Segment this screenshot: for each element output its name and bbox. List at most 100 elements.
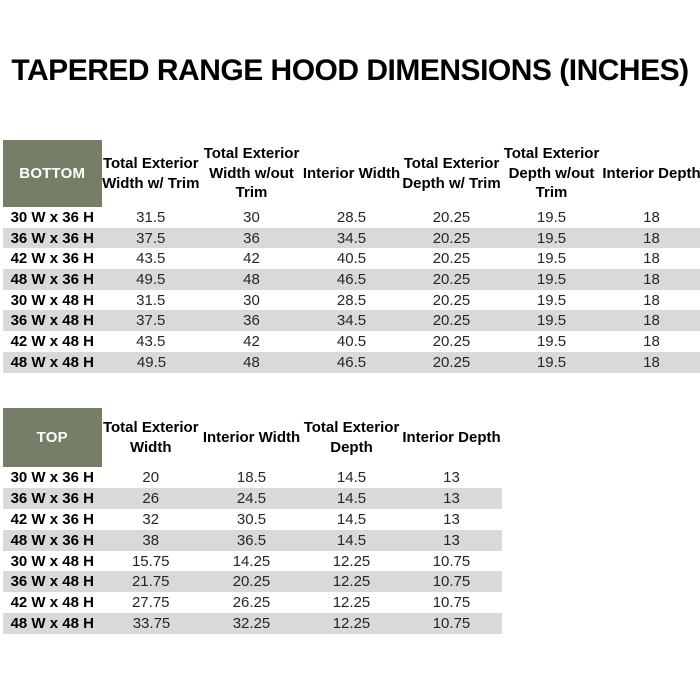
cell-total-exterior-depth-wout-trim: 19.5 bbox=[536, 332, 567, 350]
cell-total-exterior-depth: 14.5 bbox=[336, 510, 367, 528]
cell-total-exterior-width: 38 bbox=[142, 531, 160, 549]
cell-interior-width: 28.5 bbox=[336, 208, 367, 226]
row-size-label: 30 W x 36 H bbox=[0, 207, 102, 228]
cell-total-exterior-depth-w-trim: 20.25 bbox=[432, 332, 471, 350]
top-table-body: 30 W x 36 H 20 18.5 14.5 13 36 W x 36 H … bbox=[0, 467, 502, 635]
row-size-label: 48 W x 48 H bbox=[0, 351, 102, 373]
cell-total-exterior-depth-wout-trim: 19.5 bbox=[536, 291, 567, 309]
page-title: TAPERED RANGE HOOD DIMENSIONS (INCHES) bbox=[11, 54, 689, 87]
cell-total-exterior-depth: 14.5 bbox=[336, 468, 367, 486]
cell-total-exterior-width-w-trim: 37.5 bbox=[136, 312, 166, 330]
cell-interior-width: 18.5 bbox=[236, 468, 267, 486]
cell-interior-depth: 18 bbox=[643, 291, 660, 309]
cell-total-exterior-depth-wout-trim: 19.5 bbox=[536, 250, 567, 268]
table-row: 36 W x 48 H 21.75 20.25 12.25 10.75 bbox=[0, 571, 502, 593]
column-header-total-exterior-width-w-trim: Total Exterior Width w/ Trim bbox=[101, 140, 202, 207]
cell-interior-depth: 18 bbox=[643, 353, 660, 371]
column-header-total-exterior-width-wout-trim: Total Exterior Width w/out Trim bbox=[201, 140, 302, 207]
cell-total-exterior-depth-wout-trim: 19.5 bbox=[536, 270, 567, 288]
cell-total-exterior-width-w-trim: 31.5 bbox=[136, 291, 166, 309]
cell-total-exterior-width-w-trim: 37.5 bbox=[136, 229, 166, 247]
row-size-label: 42 W x 36 H bbox=[0, 248, 102, 270]
column-header-interior-depth: Interior Depth bbox=[401, 408, 502, 467]
cell-interior-depth: 13 bbox=[443, 468, 460, 486]
table-row: 30 W x 36 H 31.5 30 28.5 20.25 19.5 18 bbox=[0, 207, 700, 228]
cell-total-exterior-depth-w-trim: 20.25 bbox=[432, 353, 471, 371]
table-row: 36 W x 48 H 37.5 36 34.5 20.25 19.5 18 bbox=[0, 310, 700, 332]
cell-interior-depth: 13 bbox=[443, 489, 460, 507]
cell-total-exterior-width-wout-trim: 30 bbox=[243, 208, 260, 226]
cell-total-exterior-width-wout-trim: 42 bbox=[243, 332, 260, 350]
cell-interior-width: 40.5 bbox=[336, 250, 367, 268]
cell-total-exterior-depth: 14.5 bbox=[336, 489, 367, 507]
cell-total-exterior-width-wout-trim: 48 bbox=[243, 353, 260, 371]
cell-total-exterior-width-wout-trim: 42 bbox=[243, 250, 260, 268]
table-row: 48 W x 48 H 33.75 32.25 12.25 10.75 bbox=[0, 613, 502, 635]
bottom-dimensions-section: BOTTOM Total Exterior Width w/ Trim Tota… bbox=[0, 140, 700, 373]
cell-interior-width: 46.5 bbox=[336, 270, 367, 288]
row-size-label: 42 W x 48 H bbox=[0, 331, 102, 352]
cell-total-exterior-depth: 12.25 bbox=[332, 594, 371, 612]
cell-interior-depth: 13 bbox=[443, 510, 460, 528]
row-size-label: 30 W x 48 H bbox=[0, 289, 102, 311]
cell-total-exterior-depth-w-trim: 20.25 bbox=[432, 208, 471, 226]
top-dimensions-table: TOP Total Exterior Width Interior Width … bbox=[0, 408, 502, 635]
row-size-label: 42 W x 48 H bbox=[0, 592, 102, 614]
column-header-total-exterior-depth-wout-trim: Total Exterior Depth w/out Trim bbox=[501, 140, 602, 207]
table-row: 48 W x 36 H 49.5 48 46.5 20.25 19.5 18 bbox=[0, 269, 700, 290]
cell-total-exterior-width-w-trim: 43.5 bbox=[136, 332, 166, 350]
column-header-total-exterior-width: Total Exterior Width bbox=[101, 408, 202, 467]
column-header-interior-width: Interior Width bbox=[301, 140, 402, 207]
cell-total-exterior-width-w-trim: 43.5 bbox=[136, 250, 166, 268]
cell-interior-width: 24.5 bbox=[236, 489, 267, 507]
cell-interior-depth: 18 bbox=[643, 270, 660, 288]
row-size-label: 48 W x 36 H bbox=[0, 529, 102, 551]
table-row: 48 W x 48 H 49.5 48 46.5 20.25 19.5 18 bbox=[0, 351, 700, 373]
row-size-label: 36 W x 48 H bbox=[0, 310, 102, 332]
top-table-label: TOP bbox=[0, 408, 102, 467]
cell-interior-width: 14.25 bbox=[232, 552, 271, 570]
cell-interior-width: 26.25 bbox=[232, 594, 271, 612]
cell-total-exterior-width-w-trim: 31.5 bbox=[136, 208, 166, 226]
cell-total-exterior-width-w-trim: 49.5 bbox=[136, 270, 166, 288]
cell-total-exterior-depth: 12.25 bbox=[332, 615, 371, 633]
cell-total-exterior-depth-wout-trim: 19.5 bbox=[536, 353, 567, 371]
cell-total-exterior-depth-wout-trim: 19.5 bbox=[536, 208, 567, 226]
table-row: 42 W x 48 H 43.5 42 40.5 20.25 19.5 18 bbox=[0, 331, 700, 352]
table-row: 42 W x 48 H 27.75 26.25 12.25 10.75 bbox=[0, 592, 502, 614]
row-size-label: 48 W x 48 H bbox=[0, 613, 102, 635]
cell-interior-width: 34.5 bbox=[336, 312, 367, 330]
cell-interior-width: 32.25 bbox=[232, 615, 271, 633]
cell-total-exterior-depth: 12.25 bbox=[332, 573, 371, 591]
cell-total-exterior-width: 21.75 bbox=[131, 573, 170, 591]
cell-interior-width: 34.5 bbox=[336, 229, 367, 247]
table-row: 42 W x 36 H 32 30.5 14.5 13 bbox=[0, 508, 502, 530]
bottom-header-row: BOTTOM Total Exterior Width w/ Trim Tota… bbox=[0, 140, 700, 207]
cell-interior-width: 46.5 bbox=[336, 353, 367, 371]
cell-interior-depth: 10.75 bbox=[432, 573, 471, 591]
column-header-interior-width: Interior Width bbox=[201, 408, 302, 467]
row-size-label: 42 W x 36 H bbox=[0, 508, 102, 530]
column-header-interior-depth: Interior Depth bbox=[601, 140, 700, 207]
cell-total-exterior-width-wout-trim: 36 bbox=[243, 312, 260, 330]
top-dimensions-section: TOP Total Exterior Width Interior Width … bbox=[0, 408, 502, 635]
row-size-label: 30 W x 48 H bbox=[0, 550, 102, 572]
bottom-table-body: 30 W x 36 H 31.5 30 28.5 20.25 19.5 18 3… bbox=[0, 207, 700, 373]
cell-total-exterior-width: 26 bbox=[142, 489, 160, 507]
cell-total-exterior-width-w-trim: 49.5 bbox=[136, 353, 167, 371]
cell-total-exterior-depth-w-trim: 20.25 bbox=[432, 291, 471, 309]
table-row: 30 W x 48 H 15.75 14.25 12.25 10.75 bbox=[0, 550, 502, 572]
table-row: 48 W x 36 H 38 36.5 14.5 13 bbox=[0, 529, 502, 551]
cell-total-exterior-depth-wout-trim: 19.5 bbox=[536, 229, 567, 247]
cell-interior-depth: 10.75 bbox=[432, 615, 471, 633]
cell-interior-width: 20.25 bbox=[232, 573, 271, 591]
column-header-total-exterior-depth: Total Exterior Depth bbox=[301, 408, 402, 467]
cell-total-exterior-depth: 12.25 bbox=[332, 552, 371, 570]
cell-total-exterior-width-wout-trim: 30 bbox=[243, 291, 260, 309]
row-size-label: 36 W x 36 H bbox=[0, 227, 102, 249]
row-size-label: 30 W x 36 H bbox=[0, 467, 102, 488]
cell-total-exterior-depth-w-trim: 20.25 bbox=[432, 270, 471, 288]
cell-total-exterior-width: 15.75 bbox=[131, 552, 170, 570]
cell-total-exterior-depth-wout-trim: 19.5 bbox=[536, 312, 567, 330]
cell-total-exterior-depth-w-trim: 20.25 bbox=[432, 229, 471, 247]
